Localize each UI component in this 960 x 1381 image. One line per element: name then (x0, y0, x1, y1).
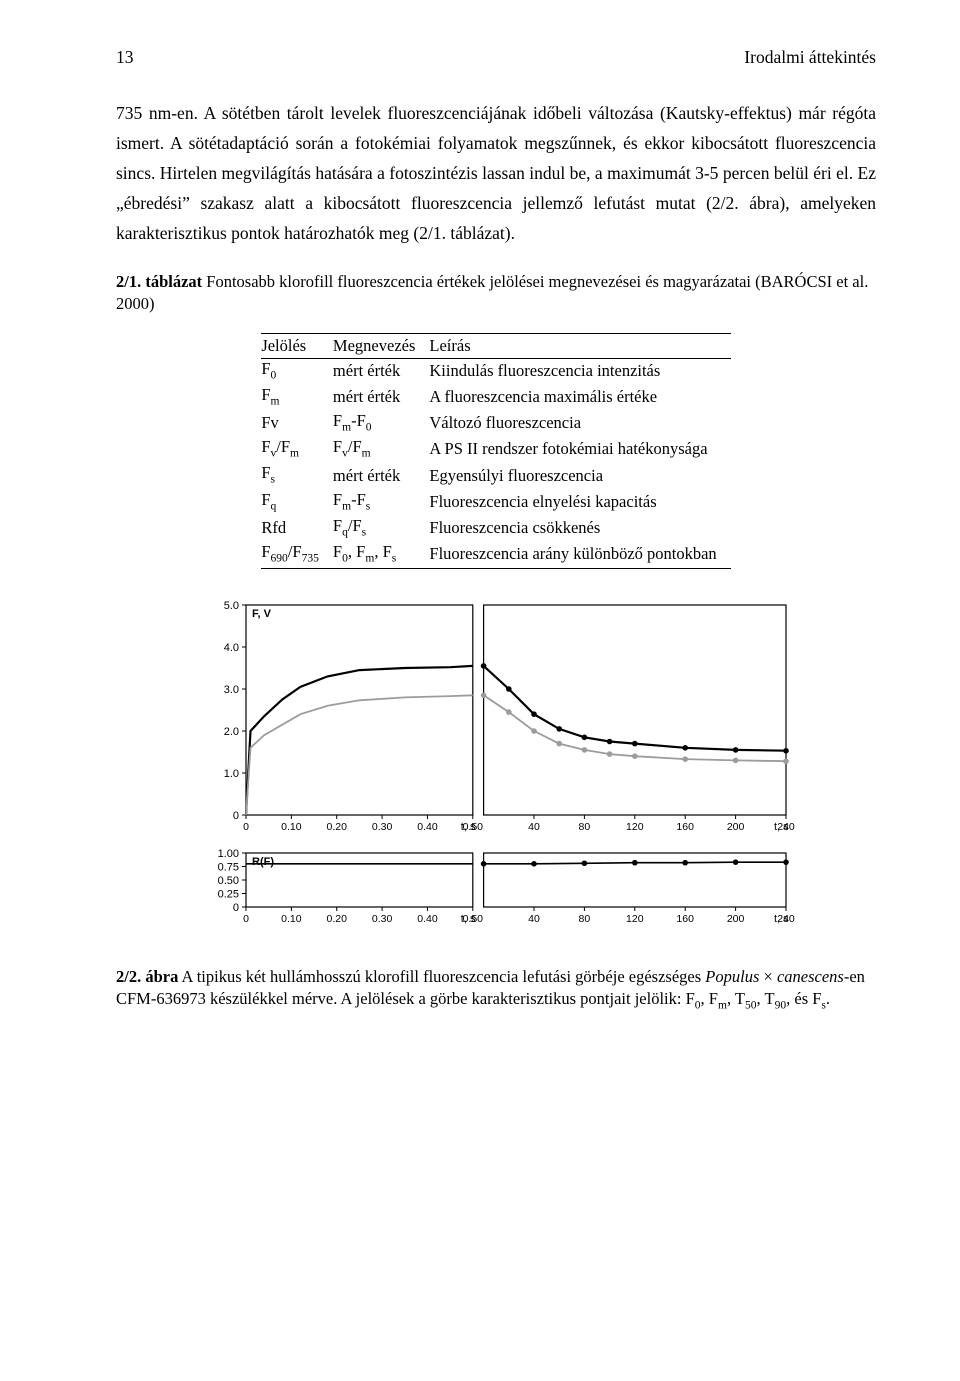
svg-text:0.40: 0.40 (417, 913, 438, 925)
svg-text:t, s: t, s (461, 821, 476, 833)
svg-text:0.20: 0.20 (327, 913, 348, 925)
page-number: 13 (116, 42, 134, 72)
svg-text:3.0: 3.0 (224, 684, 239, 696)
svg-text:F, V: F, V (252, 608, 272, 620)
figure-caption: 2/2. ábra A tipikus két hullámhosszú klo… (116, 966, 876, 1014)
svg-text:200: 200 (727, 821, 745, 833)
svg-text:t, s: t, s (774, 821, 789, 833)
svg-text:1.00: 1.00 (218, 848, 239, 860)
svg-text:0: 0 (243, 913, 249, 925)
page-header: 13 Irodalmi áttekintés (116, 42, 876, 72)
definitions-table: JelölésMegnevezésLeírásF0mért értékKiind… (261, 333, 730, 569)
svg-text:4.0: 4.0 (224, 642, 239, 654)
svg-text:80: 80 (579, 821, 591, 833)
svg-text:40: 40 (528, 821, 540, 833)
section-title: Irodalmi áttekintés (744, 42, 876, 72)
svg-text:5.0: 5.0 (224, 600, 239, 612)
svg-text:120: 120 (626, 913, 644, 925)
svg-text:2.0: 2.0 (224, 726, 239, 738)
svg-text:0.25: 0.25 (218, 889, 239, 901)
svg-text:200: 200 (727, 913, 745, 925)
svg-text:0.30: 0.30 (372, 913, 393, 925)
svg-text:0.75: 0.75 (218, 862, 239, 874)
table-caption: 2/1. táblázat Fontosabb klorofill fluore… (116, 271, 876, 316)
figure-2-2: 0 1.0 2.0 3.0 4.0 5.0 F, V 0 0.10 0.20 0.30 0.40 0.5… (116, 597, 876, 946)
svg-text:0: 0 (243, 821, 249, 833)
svg-text:1.0: 1.0 (224, 768, 239, 780)
svg-text:0: 0 (233, 810, 239, 822)
svg-text:160: 160 (676, 821, 694, 833)
body-paragraph: 735 nm-en. A sötétben tárolt levelek flu… (116, 98, 876, 248)
svg-text:R(F): R(F) (252, 856, 274, 868)
svg-text:120: 120 (626, 821, 644, 833)
svg-text:0.30: 0.30 (372, 821, 393, 833)
svg-text:80: 80 (579, 913, 591, 925)
svg-text:0.50: 0.50 (218, 875, 239, 887)
svg-text:40: 40 (528, 913, 540, 925)
svg-text:0.20: 0.20 (327, 821, 348, 833)
svg-text:160: 160 (676, 913, 694, 925)
svg-text:0.10: 0.10 (281, 821, 302, 833)
svg-text:t, s: t, s (461, 913, 476, 925)
svg-text:0.10: 0.10 (281, 913, 302, 925)
svg-text:t, s: t, s (774, 913, 789, 925)
svg-text:0: 0 (233, 902, 239, 914)
chart-svg: 0 1.0 2.0 3.0 4.0 5.0 F, V 0 0.10 0.20 0.30 0.40 0.5… (196, 597, 796, 937)
svg-text:0.40: 0.40 (417, 821, 438, 833)
